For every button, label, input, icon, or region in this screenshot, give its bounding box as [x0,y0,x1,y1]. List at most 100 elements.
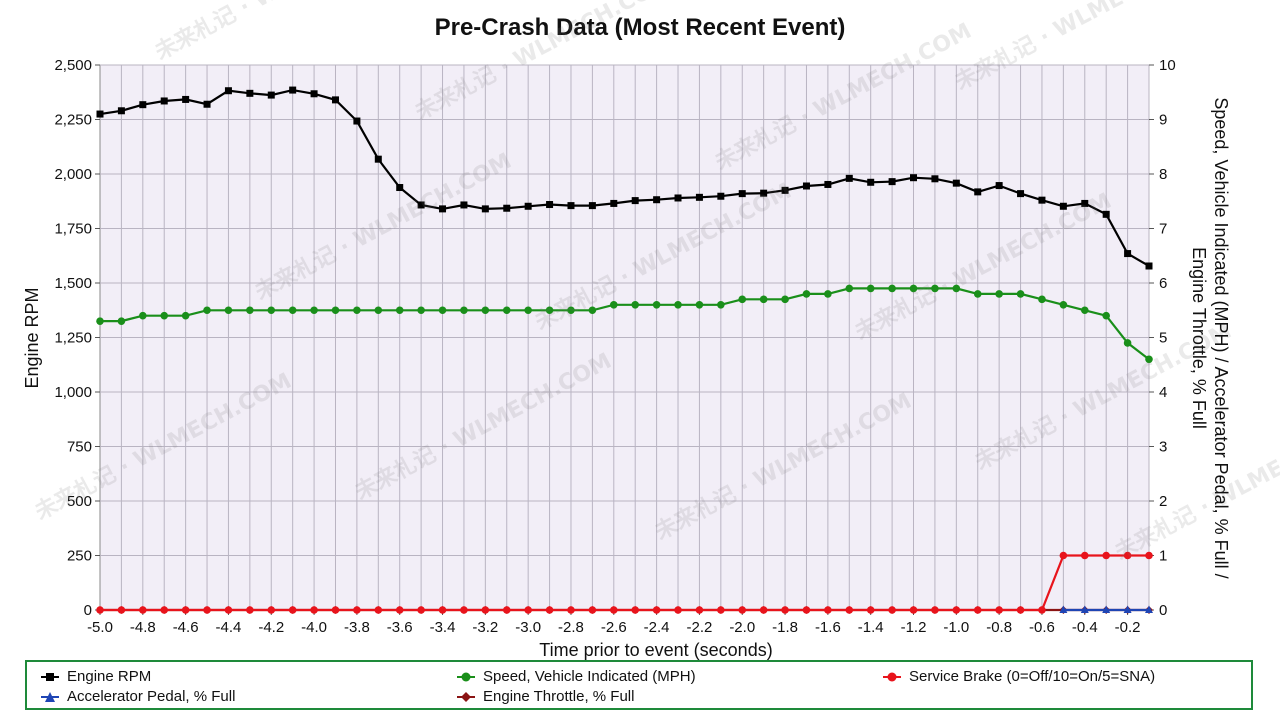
data-point [1102,311,1110,320]
data-point [353,117,361,125]
data-point [395,306,404,315]
data-point [888,606,896,614]
y2-tick-label: 3 [1159,439,1167,456]
data-point [267,91,275,99]
data-point [652,606,661,614]
data-point [310,90,318,98]
data-point [695,193,703,201]
data-point [1124,250,1132,258]
legend-item-engine-rpm: Engine RPM [41,668,151,685]
x-tick-label: -3.0 [515,619,541,636]
y-tick-label: 2,250 [54,112,92,129]
data-point [139,101,147,109]
data-point [759,606,768,614]
data-point [1080,306,1089,315]
series-service-brake-0-off-10-on-5-sna [96,551,1153,614]
data-point [417,201,425,209]
data-point [438,306,447,315]
data-point [1145,551,1153,560]
data-point [160,606,169,614]
series-layer [96,86,1153,614]
data-point [995,182,1003,190]
x-tick-label: -5.0 [87,619,113,636]
data-point [867,178,875,186]
data-point [717,606,725,614]
data-point [1123,339,1132,347]
data-point [524,306,532,315]
data-point [738,295,747,304]
data-point [502,306,511,315]
y2-tick-label: 2 [1159,493,1167,510]
data-point [224,87,232,95]
legend-item-service-brake: Service Brake (0=Off/10=On/5=SNA) [883,668,1155,685]
data-point [1038,196,1046,204]
x-tick-label: -3.6 [387,619,413,636]
x-tick-label: -2.4 [644,619,670,636]
x-tick-label: -3.4 [430,619,456,636]
data-point [781,186,789,194]
data-point [653,196,661,204]
data-point [374,606,383,614]
data-point [824,180,832,188]
data-point [181,311,190,320]
data-point [481,306,490,315]
data-point [909,284,918,293]
data-point [909,606,918,614]
data-point [331,606,340,614]
legend-marker-circle-icon [457,672,475,681]
data-point [802,290,811,298]
data-point [396,184,404,192]
data-point [246,606,254,614]
data-point [503,204,511,212]
data-point [96,606,104,614]
data-point [1145,355,1153,364]
data-point [609,606,618,614]
data-point [288,606,297,614]
data-point [567,306,575,315]
data-point [117,317,126,325]
y-tick-label: 1,500 [54,275,92,292]
y2-tick-label: 5 [1159,330,1167,347]
data-point [289,86,297,94]
x-tick-label: -2.6 [601,619,627,636]
data-point [96,110,104,118]
x-tick-label: -2.8 [558,619,584,636]
data-point [1016,290,1025,298]
y-tick-label: 500 [67,493,92,510]
data-point [331,306,340,315]
data-point [781,606,789,614]
chart-title: Pre-Crash Data (Most Recent Event) [434,14,846,41]
data-point [631,301,640,309]
data-point [546,201,554,209]
data-point [139,311,147,320]
data-point [845,606,854,614]
data-point [439,205,447,213]
data-point [824,606,832,614]
y2-tick-label: 4 [1159,384,1167,401]
data-point [438,606,447,614]
data-point [139,606,147,614]
data-point [717,192,725,200]
data-point [1059,551,1068,560]
data-point [353,306,361,315]
data-point [695,606,704,614]
series-engine-rpm [96,86,1153,270]
data-point [117,107,125,115]
data-point [567,606,575,614]
data-point [910,174,918,182]
data-point [674,301,682,309]
data-point [1080,605,1089,613]
x-tick-label: -2.2 [686,619,712,636]
data-point [1080,551,1089,560]
data-point [738,606,747,614]
data-point [203,606,211,614]
data-point [973,290,982,298]
legend-marker-square-icon [41,672,59,681]
data-point [695,301,704,309]
data-point [417,606,425,614]
data-point [545,306,554,315]
data-point [160,311,169,320]
data-point [267,306,276,315]
data-point [759,295,768,304]
data-point [609,301,618,309]
